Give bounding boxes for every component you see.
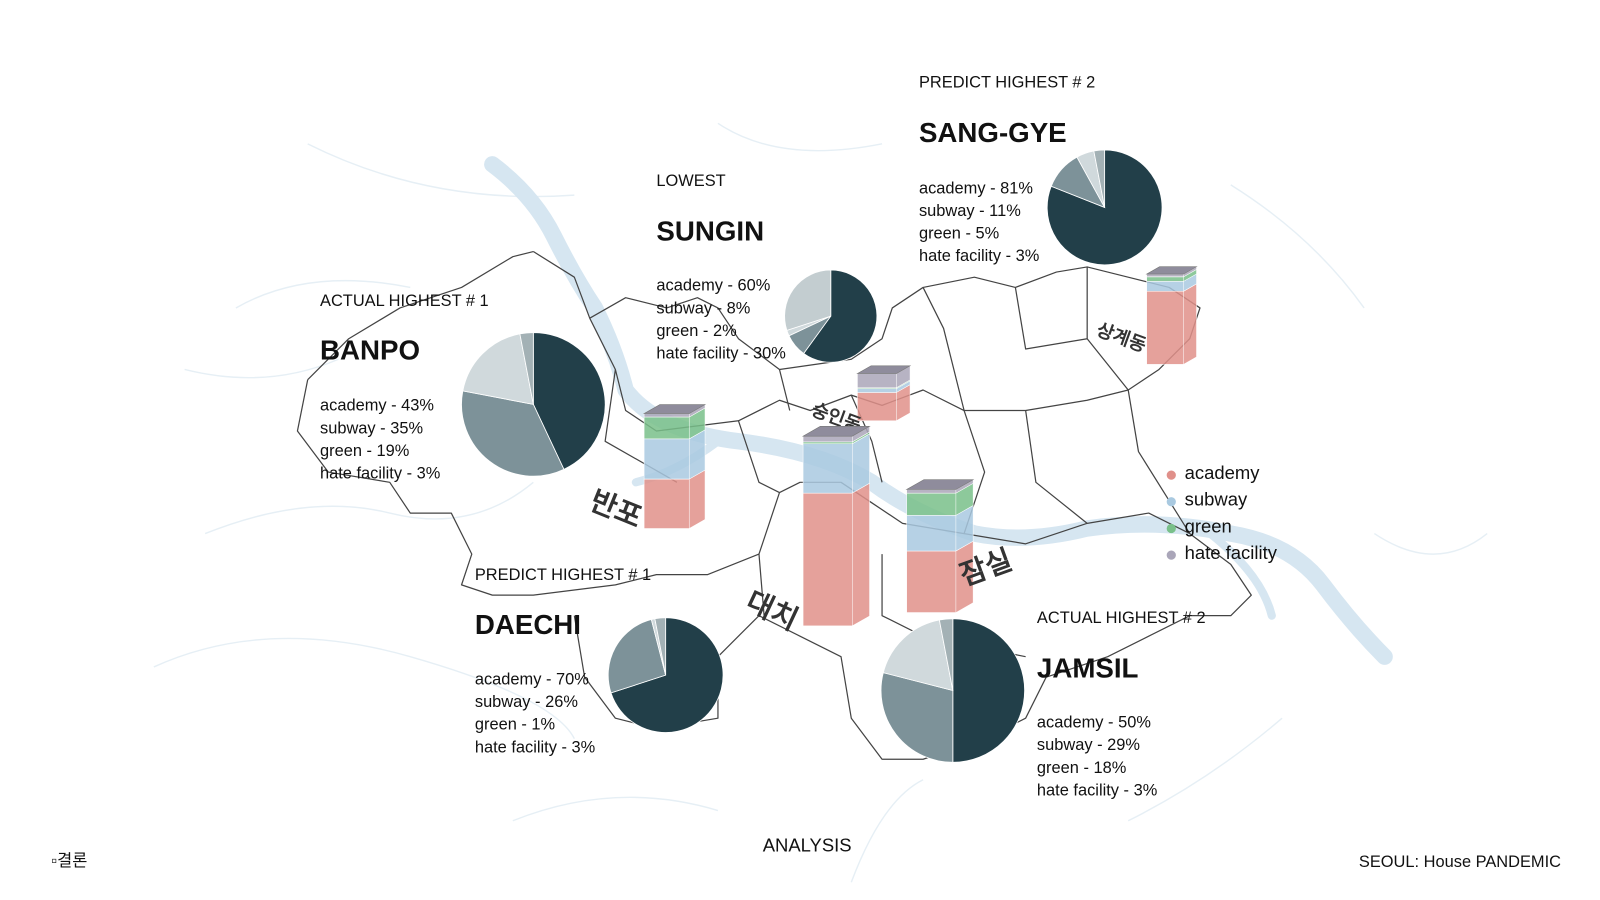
bar-segment [1146,283,1197,365]
pie-slice [519,332,534,405]
pie-slice [952,618,1026,763]
value-label: green - 2% [656,322,736,340]
bar-top [801,425,871,437]
legend-label: subway [1185,489,1248,510]
pie-slice [461,390,565,477]
pie-slice [532,332,606,470]
pie-slice [784,269,832,331]
chart-subtitle: ACTUAL HIGHEST # 1 [320,292,489,310]
legend-swatch [1166,523,1176,534]
footer-left: ▫결론 [51,852,87,870]
legend-swatch [1166,497,1176,507]
chart-title: JAMSIL [1037,652,1139,683]
chart-subtitle: LOWEST [656,172,725,190]
value-label: green - 1% [475,716,555,734]
value-label: green - 19% [320,442,409,460]
value-label: hate facility - 30% [656,344,786,362]
legend-swatch [1166,550,1176,560]
value-label: green - 5% [919,224,999,242]
pie-slice [938,618,954,691]
value-label: hate facility - 3% [320,464,440,482]
content: ACTUAL HIGHEST # 1 BANPO academy - 43% subw… [320,74,1278,800]
pie-slice [462,333,534,405]
value-label: hate facility - 3% [475,738,595,756]
pie-slice [1093,149,1106,208]
pie-slice [803,269,878,363]
pie-slice [654,617,667,676]
pie-slice [610,617,724,733]
legend-label: green [1185,515,1232,536]
value-label: subway - 26% [475,693,578,711]
value-label: subway - 35% [320,419,423,437]
bar-top [905,479,975,490]
value-label: green - 18% [1037,759,1126,777]
chart-subtitle: PREDICT HIGHEST # 2 [919,74,1095,92]
value-label: subway - 8% [656,299,750,317]
pie-slice [607,618,667,694]
legend-label: academy [1185,462,1261,483]
value-label: academy - 81% [919,179,1033,197]
value-label: academy - 60% [656,277,770,295]
bar-segment [802,482,870,627]
bar-top [642,404,707,414]
chart-title: SANG-GYE [919,117,1067,148]
value-label: hate facility - 3% [919,247,1039,265]
pie-slice [880,672,954,763]
legend-label: hate facility [1185,542,1278,563]
chart-subtitle: ACTUAL HIGHEST # 2 [1037,609,1206,627]
footer-right: SEOUL: House PANDEMIC [1359,853,1561,871]
chart-subtitle: PREDICT HIGHEST # 1 [475,566,651,584]
chart-title: BANPO [320,334,420,365]
bar-top [856,365,912,374]
bar-top [1145,266,1198,275]
chart-title: SUNGIN [656,215,764,246]
legend-swatch [1166,470,1176,480]
pie-slice [882,619,954,692]
value-label: academy - 43% [320,397,434,415]
value-label: subway - 29% [1037,736,1140,754]
map-label: 반포 [585,485,646,534]
value-label: subway - 11% [919,202,1021,220]
map-label: 상계동 [1094,319,1149,356]
map-label: 대치 [741,586,802,637]
value-label: academy - 50% [1037,714,1151,732]
footer-center: ANALYSIS [763,834,852,855]
value-label: hate facility - 3% [1037,781,1157,799]
chart-title: DAECHI [475,609,581,640]
value-label: academy - 70% [475,671,589,689]
